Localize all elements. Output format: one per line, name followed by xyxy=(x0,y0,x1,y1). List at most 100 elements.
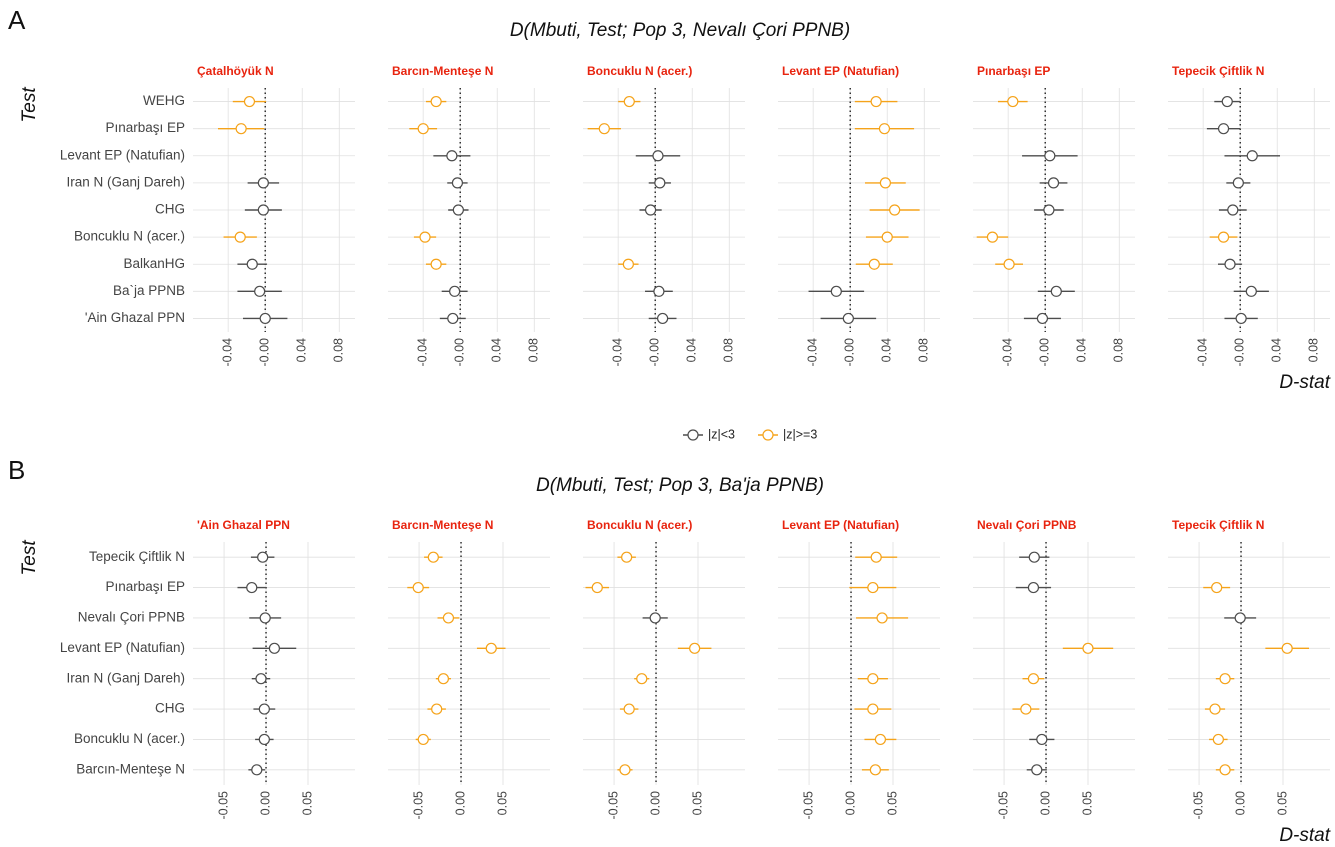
point xyxy=(830,285,842,297)
x-tick-label: 0.05 xyxy=(300,791,314,815)
point xyxy=(452,204,464,216)
point xyxy=(1232,177,1244,189)
facet-title: Levant EP (Natufian) xyxy=(782,64,899,78)
y-tick-label: Tepecik Çiftlik N xyxy=(89,549,185,564)
point xyxy=(412,581,424,594)
y-tick-label: Iran N (Ganj Dareh) xyxy=(66,670,185,685)
point xyxy=(881,231,893,243)
x-tick-label: -0.04 xyxy=(1195,338,1209,367)
y-tick-label: Boncuklu N (acer.) xyxy=(74,731,185,746)
point xyxy=(1227,204,1239,216)
point xyxy=(1050,285,1062,297)
x-tick-label: -0.05 xyxy=(216,791,230,820)
y-tick-label: Ba`ja PPNB xyxy=(113,283,185,298)
facet-title: Boncuklu N (acer.) xyxy=(587,64,692,78)
point xyxy=(246,258,258,270)
x-tick-label: 0.08 xyxy=(1112,338,1126,362)
facet-title: Barcın-Menteşe N xyxy=(392,64,493,78)
y-tick-label: 'Ain Ghazal PPN xyxy=(85,310,185,325)
point xyxy=(259,312,271,325)
legend-marker xyxy=(762,429,774,441)
point xyxy=(657,312,669,325)
point xyxy=(257,204,269,216)
point xyxy=(876,612,888,624)
point xyxy=(258,733,270,746)
point xyxy=(246,581,258,594)
point xyxy=(1036,312,1049,325)
point xyxy=(1219,764,1231,776)
point xyxy=(1082,642,1094,654)
point xyxy=(1027,581,1040,594)
x-tick-label: 0.04 xyxy=(490,338,504,362)
x-tick-label: -0.04 xyxy=(805,338,819,367)
point xyxy=(870,551,882,563)
point xyxy=(878,123,891,135)
x-tick-label: -0.05 xyxy=(801,791,815,820)
point xyxy=(1044,150,1056,162)
y-tick-label: Pınarbaşı EP xyxy=(105,579,185,594)
point xyxy=(259,612,271,624)
point xyxy=(1211,581,1223,594)
point xyxy=(652,150,664,162)
point xyxy=(1047,177,1060,189)
facet-title: Tepecik Çiftlik N xyxy=(1172,64,1264,78)
point xyxy=(1020,703,1032,715)
point xyxy=(1003,258,1015,270)
point xyxy=(1007,95,1019,108)
facet-title: Boncuklu N (acer.) xyxy=(587,518,692,532)
point xyxy=(257,177,269,189)
x-tick-label: 0.04 xyxy=(685,338,699,362)
point xyxy=(1209,703,1221,715)
point xyxy=(622,258,634,270)
x-tick-label: 0.08 xyxy=(527,338,541,362)
chart-title: D(Mbuti, Test; Pop 3, Nevalı Çori PPNB) xyxy=(510,20,850,41)
y-tick-label: Boncuklu N (acer.) xyxy=(74,229,185,244)
x-tick-label: -0.05 xyxy=(606,791,620,820)
point xyxy=(1221,95,1233,108)
x-tick-label: -0.00 xyxy=(1038,338,1052,367)
x-tick-label: -0.00 xyxy=(453,338,467,367)
x-tick-label: 0.05 xyxy=(885,791,899,815)
point xyxy=(254,285,266,297)
point xyxy=(644,204,657,216)
point xyxy=(235,123,247,135)
x-tick-label: 0.00 xyxy=(1038,791,1052,815)
x-axis-title: D-stat xyxy=(1279,372,1330,393)
y-tick-label: BalkanHG xyxy=(123,256,185,271)
point xyxy=(1234,612,1246,624)
point xyxy=(1212,733,1224,746)
point xyxy=(1235,312,1247,325)
point xyxy=(437,673,449,685)
x-tick-label: -0.00 xyxy=(1233,338,1247,367)
x-tick-label: -0.05 xyxy=(411,791,425,820)
x-tick-label: -0.04 xyxy=(220,338,234,367)
point xyxy=(636,673,648,685)
y-tick-label: Pınarbaşı EP xyxy=(105,120,185,135)
x-tick-label: 0.04 xyxy=(295,338,309,362)
point xyxy=(623,703,635,715)
panel-label: B xyxy=(8,455,25,485)
point xyxy=(591,581,603,594)
y-tick-label: Levant EP (Natufian) xyxy=(60,640,185,655)
y-tick-label: Iran N (Ganj Dareh) xyxy=(66,174,185,189)
x-tick-label: 0.04 xyxy=(1075,338,1089,362)
point xyxy=(889,204,901,216)
point xyxy=(419,231,431,243)
point xyxy=(868,258,880,270)
x-tick-label: 0.04 xyxy=(1270,338,1284,362)
point xyxy=(1217,231,1230,243)
point xyxy=(447,312,459,325)
y-tick-label: CHG xyxy=(155,701,185,716)
point xyxy=(1027,673,1040,685)
point xyxy=(1217,123,1230,135)
point xyxy=(1281,642,1293,654)
x-tick-label: 0.00 xyxy=(258,791,272,815)
point xyxy=(842,312,854,325)
facet-title: 'Ain Ghazal PPN xyxy=(197,518,290,532)
point xyxy=(417,733,429,746)
point xyxy=(1219,673,1231,685)
point xyxy=(867,581,879,594)
point xyxy=(442,612,455,624)
point xyxy=(1028,551,1040,563)
facet-title: Levant EP (Natufian) xyxy=(782,518,899,532)
